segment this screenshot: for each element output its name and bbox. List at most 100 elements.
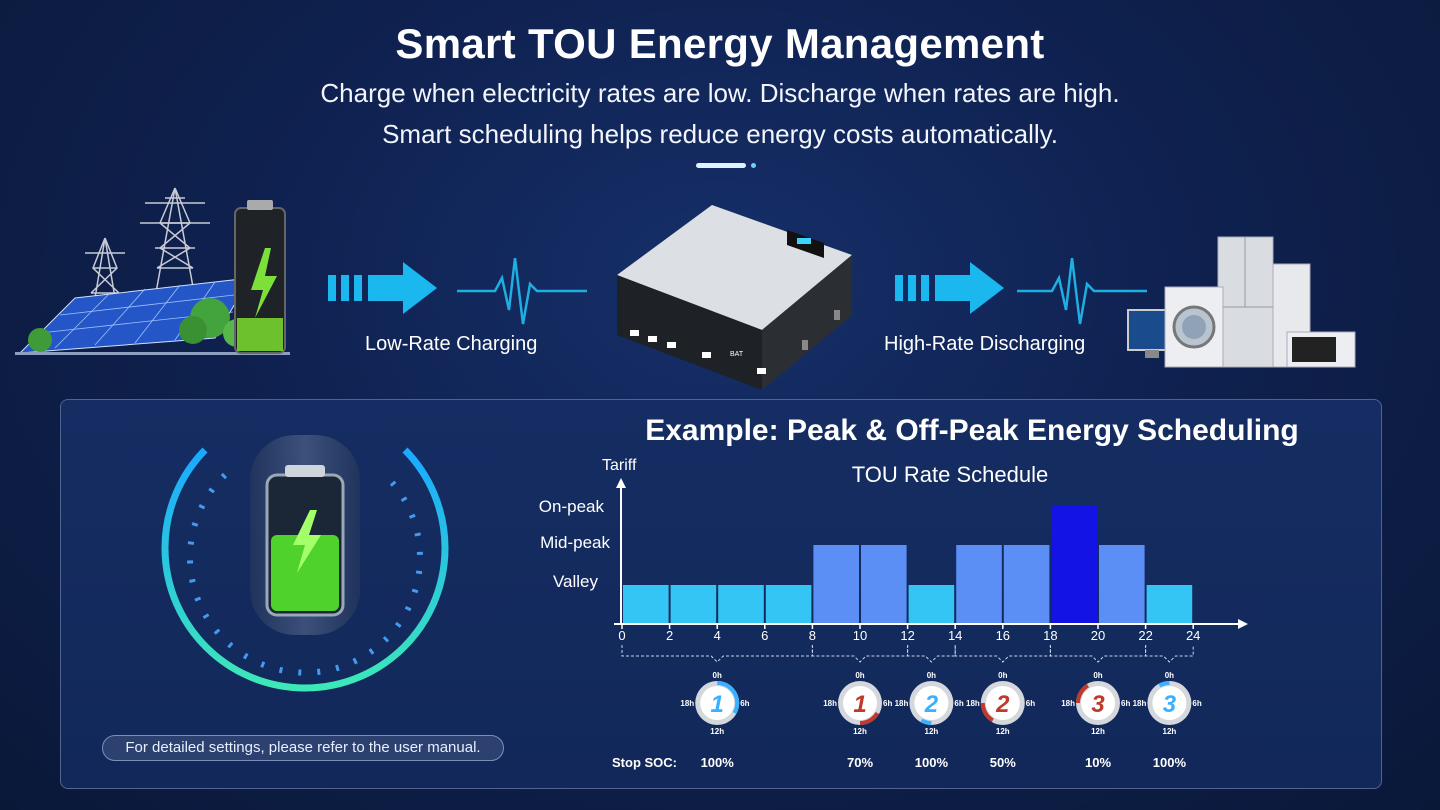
discharge-flow-arrow <box>895 258 1147 325</box>
clock-inner <box>1081 686 1115 720</box>
bar-10 <box>1099 545 1145 624</box>
transmission-tower-icon <box>85 187 210 329</box>
title-underline-dot <box>751 163 756 168</box>
bar-11 <box>1146 585 1193 624</box>
x-axis-arrow-icon <box>1238 619 1248 629</box>
period-number: 3 <box>1091 691 1105 718</box>
page-title: Smart TOU Energy Management <box>395 20 1045 67</box>
charging-battery-icon <box>265 465 345 617</box>
x-tick-label: 0 <box>618 628 625 643</box>
clock-period-arc <box>859 711 880 725</box>
bar-8 <box>1003 545 1050 624</box>
clock-label-right: 6h <box>1026 699 1035 708</box>
clock-label-right: 6h <box>740 699 749 708</box>
inverter-bat-text: BAT <box>730 351 744 358</box>
x-tick-label: 18 <box>1043 628 1057 643</box>
clock-label-right: 6h <box>883 699 892 708</box>
clock-label-left: 18h <box>680 699 694 708</box>
period-clock-3: 2 0h 12h 18h 6h <box>966 671 1035 736</box>
period-clock-2: 2 0h 12h 18h 6h <box>895 671 964 736</box>
x-tick-label: 24 <box>1186 628 1200 643</box>
clock-label-top: 0h <box>855 671 864 680</box>
period-clock-4: 3 0h 12h 18h 6h <box>1061 671 1130 736</box>
subtitle-line-2: Smart scheduling helps reduce energy cos… <box>382 119 1058 149</box>
y-axis-arrow-icon <box>616 478 626 488</box>
clock-label-right: 6h <box>954 699 963 708</box>
x-tick-label: 12 <box>900 628 914 643</box>
clock-label-right: 6h <box>1192 699 1201 708</box>
x-tick-label: 2 <box>666 628 673 643</box>
clock-period-arc <box>980 702 994 723</box>
clock-label-top: 0h <box>713 671 722 680</box>
clock-label-top: 0h <box>998 671 1007 680</box>
clock-label-bottom: 12h <box>1091 727 1105 736</box>
x-tick-label: 10 <box>853 628 867 643</box>
period-bracket <box>907 645 956 663</box>
power-source-illustration <box>15 187 290 355</box>
clock-label-bottom: 12h <box>1163 727 1177 736</box>
stop-soc-value: 70% <box>846 755 874 770</box>
x-tick-label: 6 <box>761 628 768 643</box>
clock-period-arc <box>717 681 740 714</box>
charge-flow-arrow <box>328 258 587 325</box>
clock-label-top: 0h <box>927 671 936 680</box>
clock-label-top: 0h <box>1093 671 1102 680</box>
clock-inner <box>985 686 1020 720</box>
stop-soc-value: 10% <box>1084 755 1112 770</box>
clock-inner <box>914 686 949 720</box>
stop-soc-value: 100% <box>1152 755 1187 770</box>
high-rate-discharging-label: High-Rate Discharging <box>884 333 1086 355</box>
stop-soc-value: 100% <box>700 755 734 770</box>
bar-3 <box>765 585 812 624</box>
x-tick-label: 20 <box>1091 628 1105 643</box>
clock-inner <box>1152 686 1187 720</box>
period-bracket <box>1145 645 1194 663</box>
clock-label-left: 18h <box>1133 699 1147 708</box>
clock-label-left: 18h <box>966 699 980 708</box>
period-bracket <box>811 645 909 663</box>
y-level-mid-peak: Mid-peak <box>540 533 610 552</box>
clock-label-left: 18h <box>1061 699 1075 708</box>
y-axis-label: Tariff <box>602 457 637 474</box>
period-clock-1: 1 0h 12h 18h 6h <box>823 671 892 736</box>
microwave-icon <box>1286 331 1356 368</box>
bar-5 <box>861 545 907 624</box>
period-number: 2 <box>995 691 1010 718</box>
inverter-illustration: BAT <box>617 205 852 390</box>
y-level-on-peak: On-peak <box>538 497 604 516</box>
clock-period-arc <box>1076 683 1090 704</box>
bar-7 <box>956 545 1002 624</box>
clock-inner <box>843 686 877 720</box>
x-tick-label: 8 <box>809 628 816 643</box>
subtitle-line-1: Charge when electricity rates are low. D… <box>320 78 1120 108</box>
gauge-ring <box>161 447 449 692</box>
period-clock-0: 1 0h 12h 18h 6h <box>680 671 749 736</box>
clock-period-arc <box>920 718 932 725</box>
bar-4 <box>813 545 859 624</box>
washing-machine-icon <box>1164 286 1224 368</box>
period-bracket <box>954 645 1051 663</box>
y-level-valley: Valley <box>552 572 598 591</box>
stop-soc-value: 100% <box>914 755 949 770</box>
stop-soc-label: Stop SOC: <box>612 755 677 770</box>
battery-icon <box>234 200 286 354</box>
bar-0 <box>623 585 669 624</box>
period-number: 2 <box>924 691 939 718</box>
clock-label-left: 18h <box>823 699 837 708</box>
clock-label-right: 6h <box>1121 699 1130 708</box>
title-underline-dash <box>696 163 746 168</box>
period-number: 1 <box>711 691 724 718</box>
bar-6 <box>908 585 955 624</box>
bar-1 <box>670 585 717 624</box>
clock-label-bottom: 12h <box>925 727 939 736</box>
clock-label-top: 0h <box>1165 671 1174 680</box>
x-tick-label: 22 <box>1138 628 1152 643</box>
period-bracket <box>1049 645 1147 663</box>
clock-inner <box>700 686 735 720</box>
user-manual-note: For detailed settings, please refer to t… <box>102 735 504 761</box>
period-bracket <box>621 645 813 663</box>
clock-label-left: 18h <box>895 699 909 708</box>
period-number: 1 <box>853 691 866 718</box>
clock-label-bottom: 12h <box>996 727 1010 736</box>
